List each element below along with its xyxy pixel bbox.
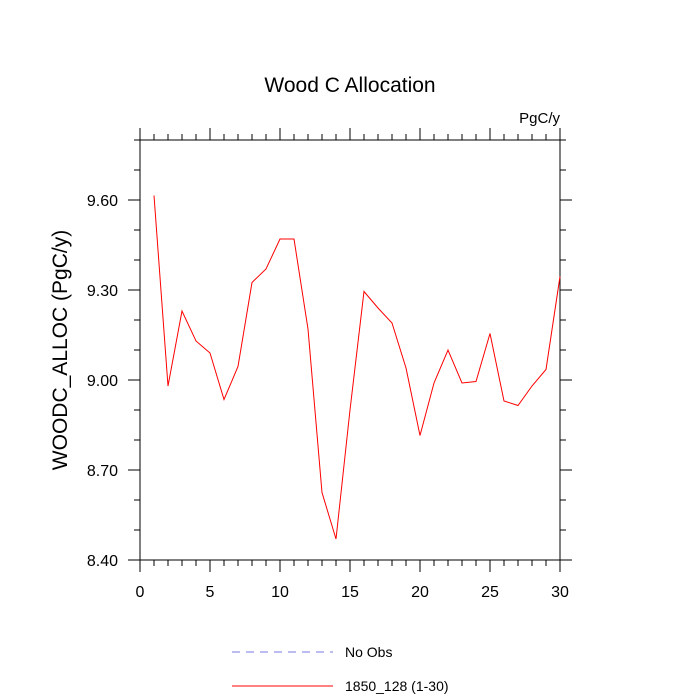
x-tick-label: 15 [341,584,359,601]
legend-label: 1850_128 (1-30) [345,678,449,694]
plot-frame [139,139,561,561]
y-tick-label: 9.00 [87,373,118,390]
y-tick-label: 8.70 [87,463,118,480]
x-tick-label: 0 [136,584,145,601]
y-tick-label: 9.30 [87,283,118,300]
axis-tick-labels: 0 5 10 15 20 25 30 8.40 8.70 9.00 9.30 9.60 [87,193,569,601]
x-tick-label: 25 [481,584,499,601]
series-line [153,195,561,540]
axis-ticks [128,128,572,572]
legend-label: No Obs [345,644,392,660]
x-tick-label: 10 [271,584,289,601]
legend: No Obs 1850_128 (1-30) [232,644,449,694]
units-label: PgC/y [519,110,560,127]
x-tick-label: 5 [206,584,215,601]
x-tick-label: 30 [551,584,569,601]
y-tick-label: 9.60 [87,193,118,210]
y-axis-label: WOODC_ALLOC (PgC/y) [49,230,72,470]
x-tick-label: 20 [411,584,429,601]
y-tick-label: 8.40 [87,553,118,570]
series-layer [153,195,561,540]
chart-title: Wood C Allocation [264,74,435,97]
